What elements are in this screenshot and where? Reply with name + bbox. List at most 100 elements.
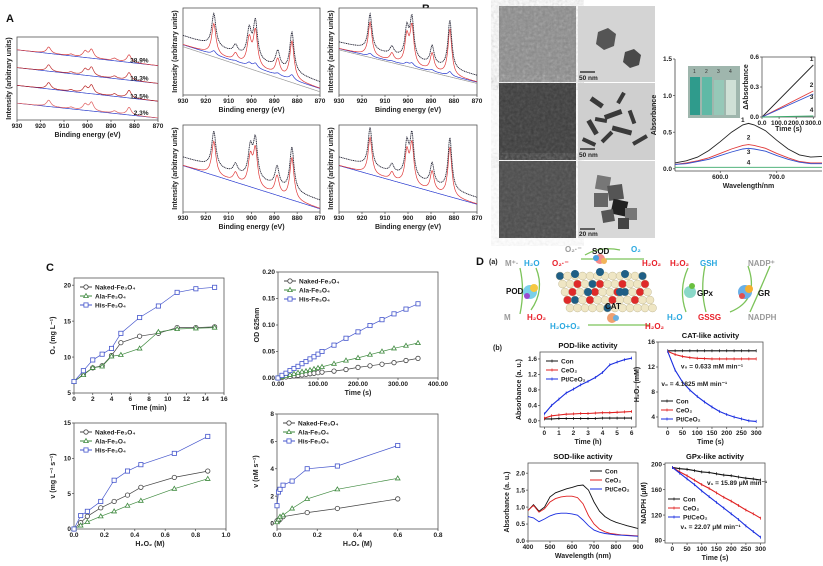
- y-tick-label: 5: [67, 390, 71, 397]
- x-tick-label: 1: [557, 430, 561, 437]
- data-point-triangle: [355, 354, 361, 360]
- series-Pt/CeO₂: [527, 512, 639, 537]
- data-point-circle: [319, 369, 325, 375]
- atom: [555, 271, 565, 281]
- data-point-triangle: [415, 339, 421, 346]
- x-tick-label: 100.0: [771, 120, 788, 127]
- x-axis-label: Time (s): [775, 126, 802, 133]
- panel-label-c: C: [46, 262, 54, 274]
- data-point-square: [80, 368, 86, 374]
- atom: [563, 295, 572, 305]
- x-axis-label: Binding energy (eV): [375, 224, 441, 231]
- plot-frame: [16, 36, 159, 121]
- data-point-square: [295, 363, 301, 369]
- annotation: 4: [810, 107, 814, 114]
- atom: [638, 271, 647, 281]
- x-tick-label: 0.6: [393, 532, 402, 539]
- series-4: [761, 115, 814, 118]
- y-tick-label: 10: [64, 354, 72, 361]
- data-point-square: [90, 357, 96, 363]
- diagram-label: O₂·⁻: [565, 245, 582, 254]
- atom: [560, 287, 570, 297]
- data-point-triangle: [80, 371, 87, 378]
- data-point-triangle: [83, 437, 89, 444]
- series-2: [761, 90, 814, 118]
- legend-label: Con: [605, 468, 618, 475]
- atom: [625, 303, 635, 313]
- chart-A-4: 930 920 910 900 890 880 870 Binding energy (eV)…: [328, 124, 483, 231]
- legend-label: Ala-Fe₃O₄: [299, 287, 330, 294]
- data-point-square: [403, 306, 409, 312]
- data-point-triangle: [204, 475, 211, 481]
- x-tick-label: 2: [572, 430, 576, 437]
- pt-atom: [584, 288, 592, 296]
- y-axis-label: OD 625nm: [254, 308, 261, 343]
- data-point-square: [280, 482, 286, 488]
- legend-label: Naked-Fe₃O₄: [95, 284, 135, 291]
- x-tick-label: 10: [164, 396, 172, 403]
- xps-trace-fit: [16, 99, 158, 119]
- data-point-square: [71, 378, 77, 384]
- plot-frame: [73, 277, 225, 394]
- data-point-circle: [379, 361, 385, 367]
- atom: [563, 271, 572, 281]
- data-point-triangle: [391, 345, 397, 351]
- data-point-square: [155, 303, 161, 309]
- tem-image-1: [578, 6, 655, 82]
- y-tick-label: 160: [651, 487, 662, 494]
- xps-trace-background: [16, 67, 158, 84]
- x-axis-label: Binding energy (eV): [218, 107, 284, 114]
- data-point-square: [83, 302, 89, 308]
- x-tick-label: 0.2: [100, 532, 109, 539]
- data-point-circle: [415, 355, 421, 361]
- subpanel-label-da: (a): [489, 259, 498, 266]
- data-point-square: [355, 329, 361, 335]
- legend-label: Naked-Fe₃O₄: [298, 420, 338, 427]
- x-tick-label: 150: [707, 430, 718, 437]
- series-line: [674, 144, 822, 165]
- x-tick-label: 930: [178, 98, 189, 105]
- series-Ala-Fe₃O₄: [71, 324, 218, 384]
- x-tick-label: 880: [129, 123, 140, 130]
- x-tick-label: 6: [128, 396, 132, 403]
- x-tick-label: 600: [567, 544, 578, 551]
- data-point-circle: [118, 340, 124, 346]
- diagram-label: CAT: [605, 302, 621, 311]
- data-point-circle: [83, 429, 89, 435]
- x-tick-label: 0.2: [313, 532, 322, 539]
- x-tick-label: 4: [601, 430, 605, 437]
- xps-trace-background: [16, 102, 158, 119]
- chart-A-stack: 930 920 910 900 890 880 870 Binding energy (eV)…: [6, 36, 164, 139]
- data-point-square: [311, 354, 317, 360]
- y-axis-label: v (nM s⁻¹): [253, 455, 260, 487]
- y-tick-label: 0.8: [528, 387, 537, 394]
- svg-text:2: 2: [705, 69, 708, 75]
- x-tick-label: 920: [357, 98, 368, 105]
- data-point-square: [287, 296, 293, 302]
- atom: [605, 287, 615, 297]
- x-tick-label: 880: [449, 98, 460, 105]
- data-point-square: [279, 372, 285, 378]
- x-tick-label: 12: [183, 396, 191, 403]
- data-point-triangle: [192, 325, 199, 331]
- data-point-square: [83, 447, 89, 453]
- reaction-arrows: [519, 248, 771, 326]
- plot-frame: [182, 7, 321, 96]
- data-point-square: [334, 463, 340, 469]
- data-point-square: [299, 361, 305, 367]
- data-point-square: [291, 365, 297, 371]
- atom: [590, 287, 600, 297]
- y-tick-label: 0.0: [663, 166, 672, 173]
- legend-label: His-Fe₃O₄: [95, 447, 126, 454]
- atom: [608, 271, 617, 281]
- xps-trace-background: [16, 49, 159, 67]
- scale-bar-label-1: 50 nm: [579, 75, 598, 82]
- atom: [635, 287, 645, 297]
- chart-A-2: 930 920 910 900 890 880 870 Binding energy (eV)…: [328, 7, 483, 114]
- panel-label-d: D: [476, 256, 484, 268]
- xps-trace-shirley: [338, 49, 478, 84]
- data-point-circle: [286, 420, 292, 426]
- scale-bar-label-3: 20 nm: [579, 231, 598, 238]
